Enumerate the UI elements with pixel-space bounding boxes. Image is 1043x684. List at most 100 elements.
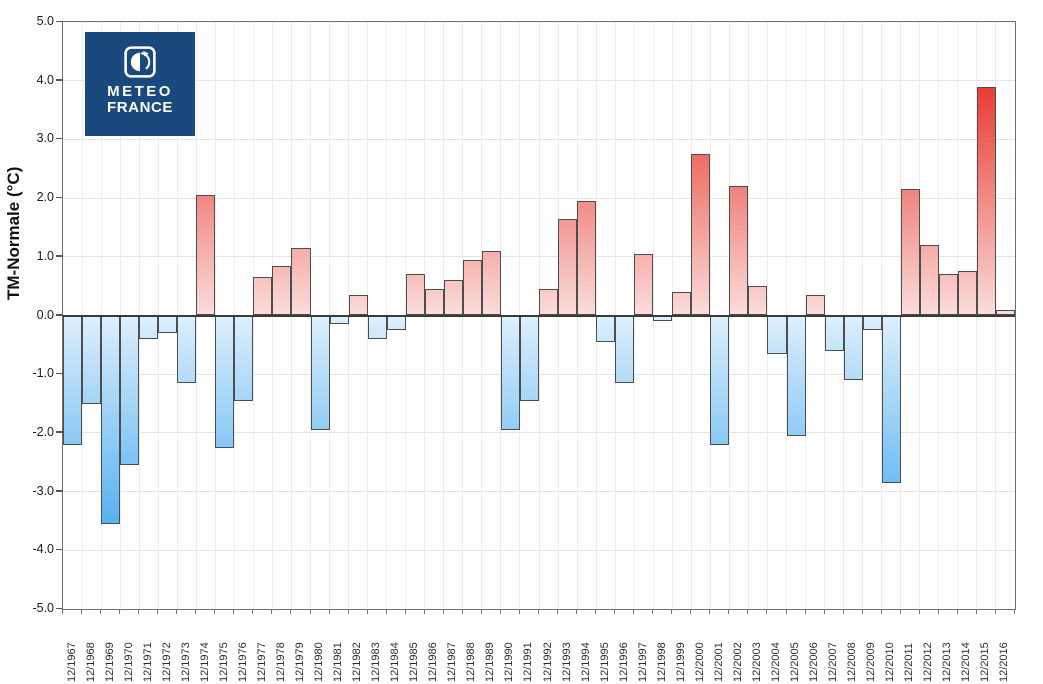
y-tick-label: -2.0 [32, 424, 54, 439]
x-tick-label: 12/2015 [979, 642, 992, 682]
x-tick-mark [328, 610, 330, 614]
x-tick-mark [347, 610, 349, 614]
x-tick-mark [461, 610, 463, 614]
x-tick-label: 12/1973 [179, 642, 192, 682]
bar-12-1987 [443, 280, 463, 316]
bar-12-2011 [900, 189, 920, 316]
bar-12-2014 [957, 271, 977, 316]
bar-12-2007 [824, 315, 844, 351]
x-tick-mark [576, 610, 578, 614]
y-tick-label: -4.0 [32, 542, 54, 557]
bar-12-1992 [539, 289, 559, 316]
x-tick-label: 12/1979 [294, 642, 306, 682]
x-tick-label: 12/2009 [865, 642, 878, 682]
bar-12-1968 [82, 315, 102, 404]
y-tick-mark [56, 255, 63, 257]
bar-12-1985 [405, 274, 425, 316]
bar-12-2005 [786, 315, 806, 436]
x-tick-label: 12/1998 [655, 642, 668, 682]
y-tick-label: 1.0 [36, 248, 54, 263]
x-tick-label: 12/1967 [65, 642, 78, 682]
x-tick-mark [595, 610, 597, 614]
x-tick-label: 12/1972 [160, 642, 173, 682]
x-tick-label: 12/2010 [884, 642, 897, 682]
zero-line [63, 314, 1015, 317]
bar-12-1996 [615, 315, 635, 383]
x-tick-label: 12/1987 [446, 642, 459, 682]
x-tick-mark [785, 610, 787, 614]
bar-12-1983 [367, 315, 387, 339]
y-tick-label: 0.0 [36, 307, 54, 322]
bar-12-1984 [386, 315, 406, 331]
x-tick-label: 12/2008 [846, 642, 859, 682]
x-tick-label: 12/1990 [503, 642, 516, 682]
y-tick-mark [56, 607, 63, 609]
x-tick-mark [956, 610, 958, 614]
x-tick-label: 12/1983 [370, 642, 383, 682]
x-tick-label: 12/2012 [922, 642, 935, 682]
bar-12-1979 [291, 247, 311, 316]
x-tick-label: 12/2013 [941, 642, 954, 682]
x-tick-label: 12/2002 [731, 642, 744, 682]
bar-12-1981 [329, 315, 349, 325]
x-tick-label: 12/1980 [313, 642, 326, 682]
x-tick-mark [899, 610, 901, 614]
bar-12-2001 [710, 315, 730, 445]
x-tick-label: 12/1974 [198, 642, 211, 682]
x-tick-mark [119, 610, 121, 614]
x-tick-mark [994, 610, 996, 614]
x-tick-label: 12/2007 [827, 642, 840, 682]
bar-12-1973 [177, 315, 197, 383]
x-tick-mark [633, 610, 635, 614]
y-tick-label: 3.0 [36, 131, 54, 146]
x-tick-label: 12/1989 [484, 642, 497, 682]
x-tick-label: 12/1996 [617, 642, 630, 682]
bar-12-2006 [805, 294, 825, 316]
x-tick-label: 12/1986 [427, 642, 440, 682]
x-tick-label: 12/2001 [712, 642, 725, 682]
plot-area [62, 21, 1016, 610]
x-tick-label: 12/1981 [332, 642, 345, 682]
x-tick-label: 12/1984 [389, 642, 402, 682]
x-tick-mark [975, 610, 977, 614]
y-tick-mark [56, 490, 63, 492]
x-tick-label: 12/1994 [579, 642, 592, 682]
x-tick-mark [538, 610, 539, 614]
x-tick-mark [499, 610, 501, 614]
x-tick-mark [690, 610, 692, 614]
x-tick-label: 12/2006 [808, 642, 821, 682]
bar-12-1993 [558, 218, 578, 316]
x-tick-mark [823, 610, 825, 614]
x-tick-mark [81, 610, 83, 614]
bar-12-2010 [881, 315, 901, 483]
x-tick-label: 12/1977 [255, 642, 268, 682]
x-tick-mark [404, 610, 406, 614]
x-tick-mark [385, 610, 387, 614]
bar-12-1999 [672, 292, 692, 316]
bar-12-1982 [348, 294, 368, 316]
x-tick-mark [62, 610, 63, 614]
bar-12-1976 [234, 315, 254, 401]
x-tick-mark [138, 610, 140, 614]
x-tick-mark [233, 610, 235, 614]
x-tick-label: 12/1968 [84, 642, 97, 682]
bar-12-1972 [158, 315, 178, 334]
x-tick-label: 12/1970 [122, 642, 135, 682]
x-tick-mark [195, 610, 197, 614]
x-tick-label: 12/1969 [103, 642, 116, 682]
y-tick-mark [56, 20, 63, 22]
bar-12-1991 [519, 315, 539, 401]
x-tick-mark [1014, 610, 1015, 614]
x-tick-mark [176, 610, 178, 614]
x-tick-mark [557, 610, 559, 614]
x-tick-mark [480, 610, 482, 614]
x-tick-label: 12/1988 [465, 642, 478, 682]
x-tick-label: 12/2011 [903, 643, 916, 682]
x-tick-mark [709, 610, 711, 614]
meteo-france-icon [124, 46, 156, 78]
y-tick-mark [56, 196, 63, 199]
bar-12-1988 [462, 259, 482, 316]
bar-12-2009 [862, 315, 882, 331]
x-tick-label: 12/1971 [141, 642, 154, 682]
